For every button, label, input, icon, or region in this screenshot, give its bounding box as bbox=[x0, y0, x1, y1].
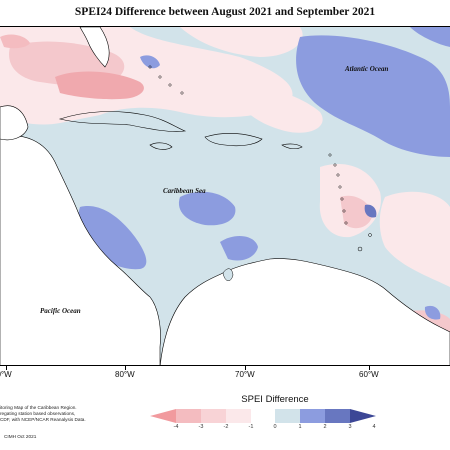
coast-cuba bbox=[58, 111, 187, 132]
legend-tick-neg1: -1 bbox=[248, 424, 254, 430]
wet-area-ne bbox=[410, 27, 450, 47]
lake-maracaibo bbox=[222, 268, 234, 281]
legend-tick-4: 4 bbox=[372, 424, 376, 430]
legend-swatch-1-2 bbox=[300, 409, 325, 423]
atlantic-ocean-label: Atlantic Ocean bbox=[345, 65, 389, 73]
dry-area-bahamas bbox=[180, 27, 303, 57]
land-central-america bbox=[0, 135, 161, 365]
legend-swatch-zero bbox=[251, 409, 275, 423]
legend-tick-1: 1 bbox=[298, 424, 302, 430]
legend-title: SPEI Difference bbox=[241, 394, 309, 405]
legend-tick-3: 3 bbox=[348, 424, 352, 430]
land-yucatan bbox=[0, 105, 29, 141]
coast-hispaniola bbox=[204, 133, 263, 147]
coast-puerto-rico bbox=[281, 143, 303, 150]
lon-tick-mark-70 bbox=[245, 366, 246, 370]
pacific-ocean-label: Pacific Ocean bbox=[40, 307, 81, 315]
lon-tick-90w: 90°W bbox=[0, 370, 12, 379]
legend-tick-neg2: -2 bbox=[223, 424, 229, 430]
wet-area-atlantic bbox=[296, 35, 450, 157]
wet-area-venezuela bbox=[220, 235, 258, 261]
copyright-text: CIMH Oct 2021 bbox=[4, 434, 37, 439]
legend-colorbar bbox=[150, 409, 376, 423]
wet-area-central-caribbean bbox=[178, 191, 236, 226]
map-title: SPEI24 Difference between August 2021 an… bbox=[74, 6, 376, 18]
legend-tick-neg4: -4 bbox=[173, 424, 179, 430]
legend-swatch-neg1-0 bbox=[226, 409, 251, 423]
wet-area-guianas bbox=[424, 305, 441, 320]
dry-area-hispaniola bbox=[230, 85, 323, 133]
legend-swatch-neg3-neg2 bbox=[176, 409, 201, 423]
wet-area-bahamas bbox=[140, 55, 160, 69]
lesser-antilles bbox=[328, 153, 372, 252]
legend-tick-0: 0 bbox=[273, 424, 277, 430]
lon-tick-mark-80 bbox=[125, 366, 126, 370]
legend-tick-2: 2 bbox=[323, 424, 327, 430]
lon-tick-80w: 80°W bbox=[115, 370, 135, 379]
dry-area-nw bbox=[0, 34, 30, 49]
coast-jamaica bbox=[149, 142, 173, 150]
bahamas-islands bbox=[148, 65, 184, 95]
description-line-3: CDF, with NCEP/NCAR Reanalysis Data. bbox=[0, 417, 86, 422]
lon-tick-mark-90 bbox=[6, 366, 7, 370]
dry-area-atlantic-south bbox=[379, 191, 450, 287]
legend-tick-neg3: -3 bbox=[198, 424, 204, 430]
legend-swatch-2-3 bbox=[325, 409, 350, 423]
land-south-america bbox=[159, 258, 450, 365]
map-description: itoring Map of the Caribbean Region. reg… bbox=[0, 405, 110, 423]
lon-tick-mark-60 bbox=[369, 366, 370, 370]
legend-swatch-lt-neg3 bbox=[150, 409, 176, 423]
dry-area-barbados bbox=[340, 195, 372, 229]
legend-ticks: -4 -3 -2 -1 0 1 2 3 4 bbox=[150, 424, 400, 434]
spei-map bbox=[0, 27, 450, 365]
land-florida bbox=[79, 27, 110, 68]
lon-tick-70w: 70°W bbox=[235, 370, 255, 379]
description-line-1: itoring Map of the Caribbean Region. bbox=[0, 405, 77, 410]
dry-area-cuba bbox=[55, 71, 144, 100]
legend-swatch-gt-3 bbox=[350, 409, 376, 423]
wet-area-west-caribbean bbox=[78, 206, 147, 270]
wet-area-barbados bbox=[364, 204, 377, 218]
legend-swatch-0-1 bbox=[275, 409, 300, 423]
caribbean-sea-label: Caribbean Sea bbox=[163, 187, 206, 195]
lon-tick-60w: 60°W bbox=[359, 370, 379, 379]
description-line-2: regating station based observations, bbox=[0, 411, 76, 416]
legend-swatch-neg2-neg1 bbox=[201, 409, 226, 423]
map-panel: Atlantic Ocean Caribbean Sea Pacific Oce… bbox=[0, 26, 450, 366]
